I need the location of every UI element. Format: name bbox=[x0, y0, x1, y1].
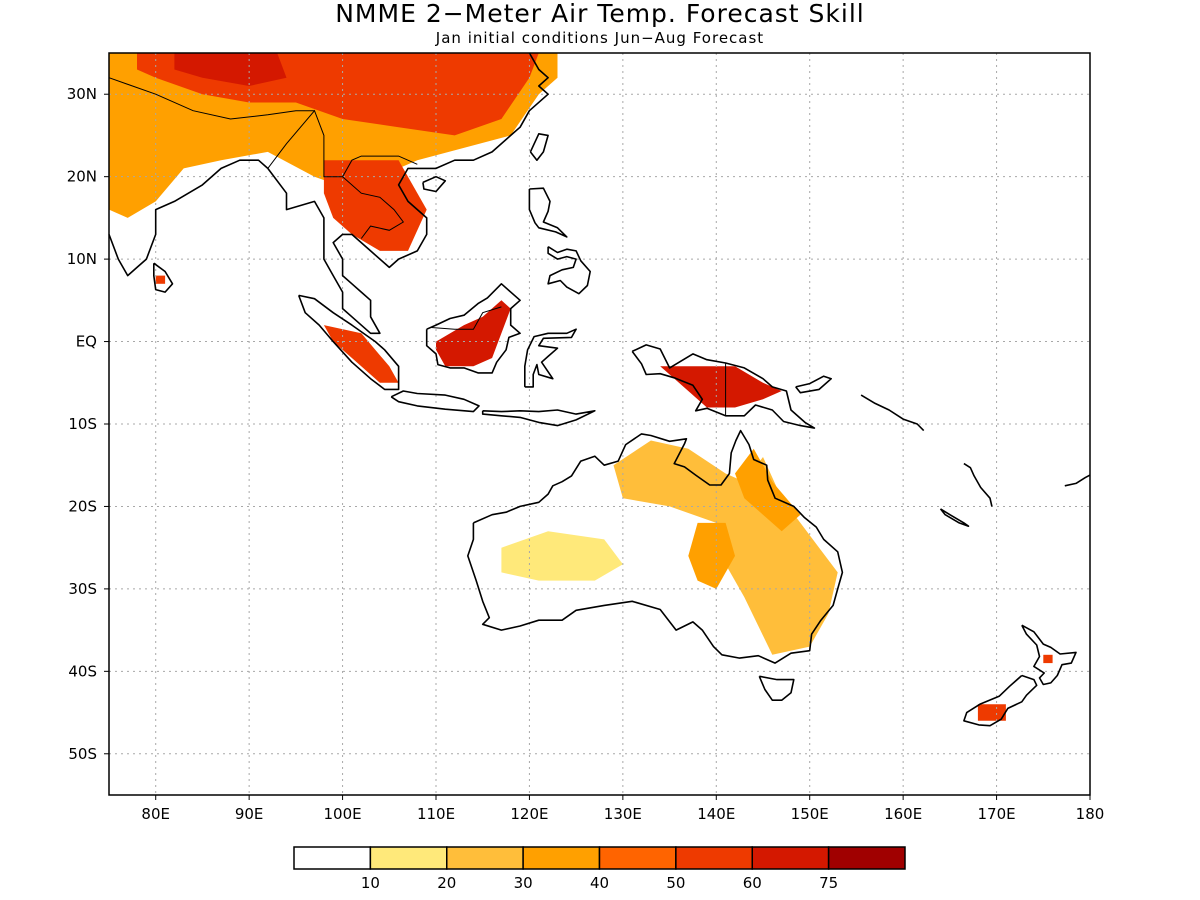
lon-tick-label: 150E bbox=[791, 805, 829, 823]
border-himalaya bbox=[108, 77, 315, 120]
skill-region-new-guinea bbox=[660, 366, 782, 408]
coastline-taiwan bbox=[529, 133, 549, 161]
coastline-philippines-luzon bbox=[528, 187, 568, 238]
colorbar-label: 10 bbox=[361, 874, 380, 892]
lon-tick-label: 130E bbox=[604, 805, 642, 823]
skill-region-nz-north bbox=[1043, 654, 1053, 664]
lon-tick-label: 90E bbox=[235, 805, 264, 823]
colorbar-swatch bbox=[675, 846, 753, 870]
coastline-philippines-south bbox=[547, 246, 592, 295]
skill-region-borneo bbox=[436, 300, 511, 367]
border-borneo bbox=[431, 306, 502, 330]
coastline-sumatra bbox=[297, 294, 400, 391]
lat-tick-label: 40S bbox=[68, 662, 97, 680]
lon-tick-label: 140E bbox=[697, 805, 735, 823]
coastline-hainan bbox=[422, 175, 447, 193]
coastline-new-caledonia bbox=[939, 508, 970, 528]
colorbar-label: 20 bbox=[437, 874, 456, 892]
skill-region-australia-central bbox=[688, 522, 735, 589]
colorbar-swatch bbox=[598, 846, 677, 870]
colorbar-label: 40 bbox=[590, 874, 609, 892]
coastline-fiji bbox=[1064, 474, 1091, 487]
colorbar: 10 20 30 40 50 60 75 bbox=[293, 846, 906, 892]
skill-region-nz-south bbox=[977, 704, 1006, 721]
colorbar-label: 60 bbox=[743, 874, 762, 892]
longitude-ticks: 80E 90E 100E 110E 120E 130E 140E 150E 160E 170E 18… bbox=[141, 795, 1104, 823]
coastline-asia-coast bbox=[108, 52, 549, 335]
lon-tick-label: 170E bbox=[978, 805, 1016, 823]
lat-tick-label: 30S bbox=[68, 580, 97, 598]
colorbar-swatch bbox=[446, 846, 524, 870]
lon-tick-label: 160E bbox=[884, 805, 922, 823]
coastline-sulawesi bbox=[523, 328, 577, 388]
coastline-tasmania bbox=[758, 675, 795, 702]
lat-tick-label: 10S bbox=[68, 415, 97, 433]
colorbar-label: 75 bbox=[819, 874, 838, 892]
skill-shading bbox=[109, 53, 1053, 721]
coastline-vanuatu bbox=[963, 462, 993, 507]
border-myanmar bbox=[267, 109, 418, 178]
colorbar-swatch bbox=[751, 846, 830, 870]
lat-tick-label: 10N bbox=[67, 250, 97, 268]
lon-tick-label: 110E bbox=[417, 805, 455, 823]
skill-region-tibet-core bbox=[174, 53, 287, 86]
coastline-borneo bbox=[425, 282, 521, 374]
map-subtitle: Jan initial conditions Jun−Aug Forecast bbox=[435, 29, 765, 47]
country-borders bbox=[108, 77, 727, 416]
map-title: NMME 2−Meter Air Temp. Forecast Skill bbox=[335, 0, 865, 28]
skill-region-sumatra bbox=[323, 325, 399, 383]
coastline-nz-north-island bbox=[1021, 624, 1077, 686]
coastline-nz-south-island bbox=[963, 674, 1038, 727]
lat-tick-label: EQ bbox=[76, 333, 97, 351]
colorbar-swatch bbox=[827, 846, 906, 870]
lat-tick-label: 30N bbox=[67, 85, 97, 103]
colorbar-swatch bbox=[369, 846, 448, 870]
lon-tick-label: 120E bbox=[510, 805, 548, 823]
latitude-ticks: 30N 20N 10N EQ 10S 20S 30S 40S 50S bbox=[67, 85, 109, 763]
lon-tick-label: 180 bbox=[1076, 805, 1105, 823]
border-laos bbox=[342, 176, 405, 239]
coastline-australia bbox=[466, 429, 844, 664]
colorbar-swatch bbox=[293, 846, 372, 870]
skill-region-sri-lanka bbox=[155, 275, 166, 284]
lon-tick-label: 100E bbox=[324, 805, 362, 823]
lat-tick-label: 50S bbox=[68, 745, 97, 763]
lat-tick-label: 20N bbox=[67, 168, 97, 186]
coastline-java bbox=[390, 390, 480, 413]
colorbar-label: 30 bbox=[514, 874, 533, 892]
coastline-new-britain bbox=[795, 375, 833, 394]
colorbar-label: 50 bbox=[666, 874, 685, 892]
lat-tick-label: 20S bbox=[68, 497, 97, 515]
skill-region-australia-west bbox=[501, 531, 623, 581]
skill-region-australia-qld bbox=[735, 448, 801, 532]
coastline-sri-lanka bbox=[153, 262, 174, 293]
colorbar-swatch bbox=[522, 846, 601, 870]
map-frame bbox=[108, 52, 1091, 796]
coastline-solomons bbox=[860, 394, 925, 432]
coastline-lesser-sunda bbox=[481, 409, 596, 427]
lon-tick-label: 80E bbox=[141, 805, 170, 823]
gridlines bbox=[109, 53, 1090, 795]
coastlines bbox=[108, 52, 1091, 727]
coastline-new-guinea bbox=[631, 344, 816, 429]
